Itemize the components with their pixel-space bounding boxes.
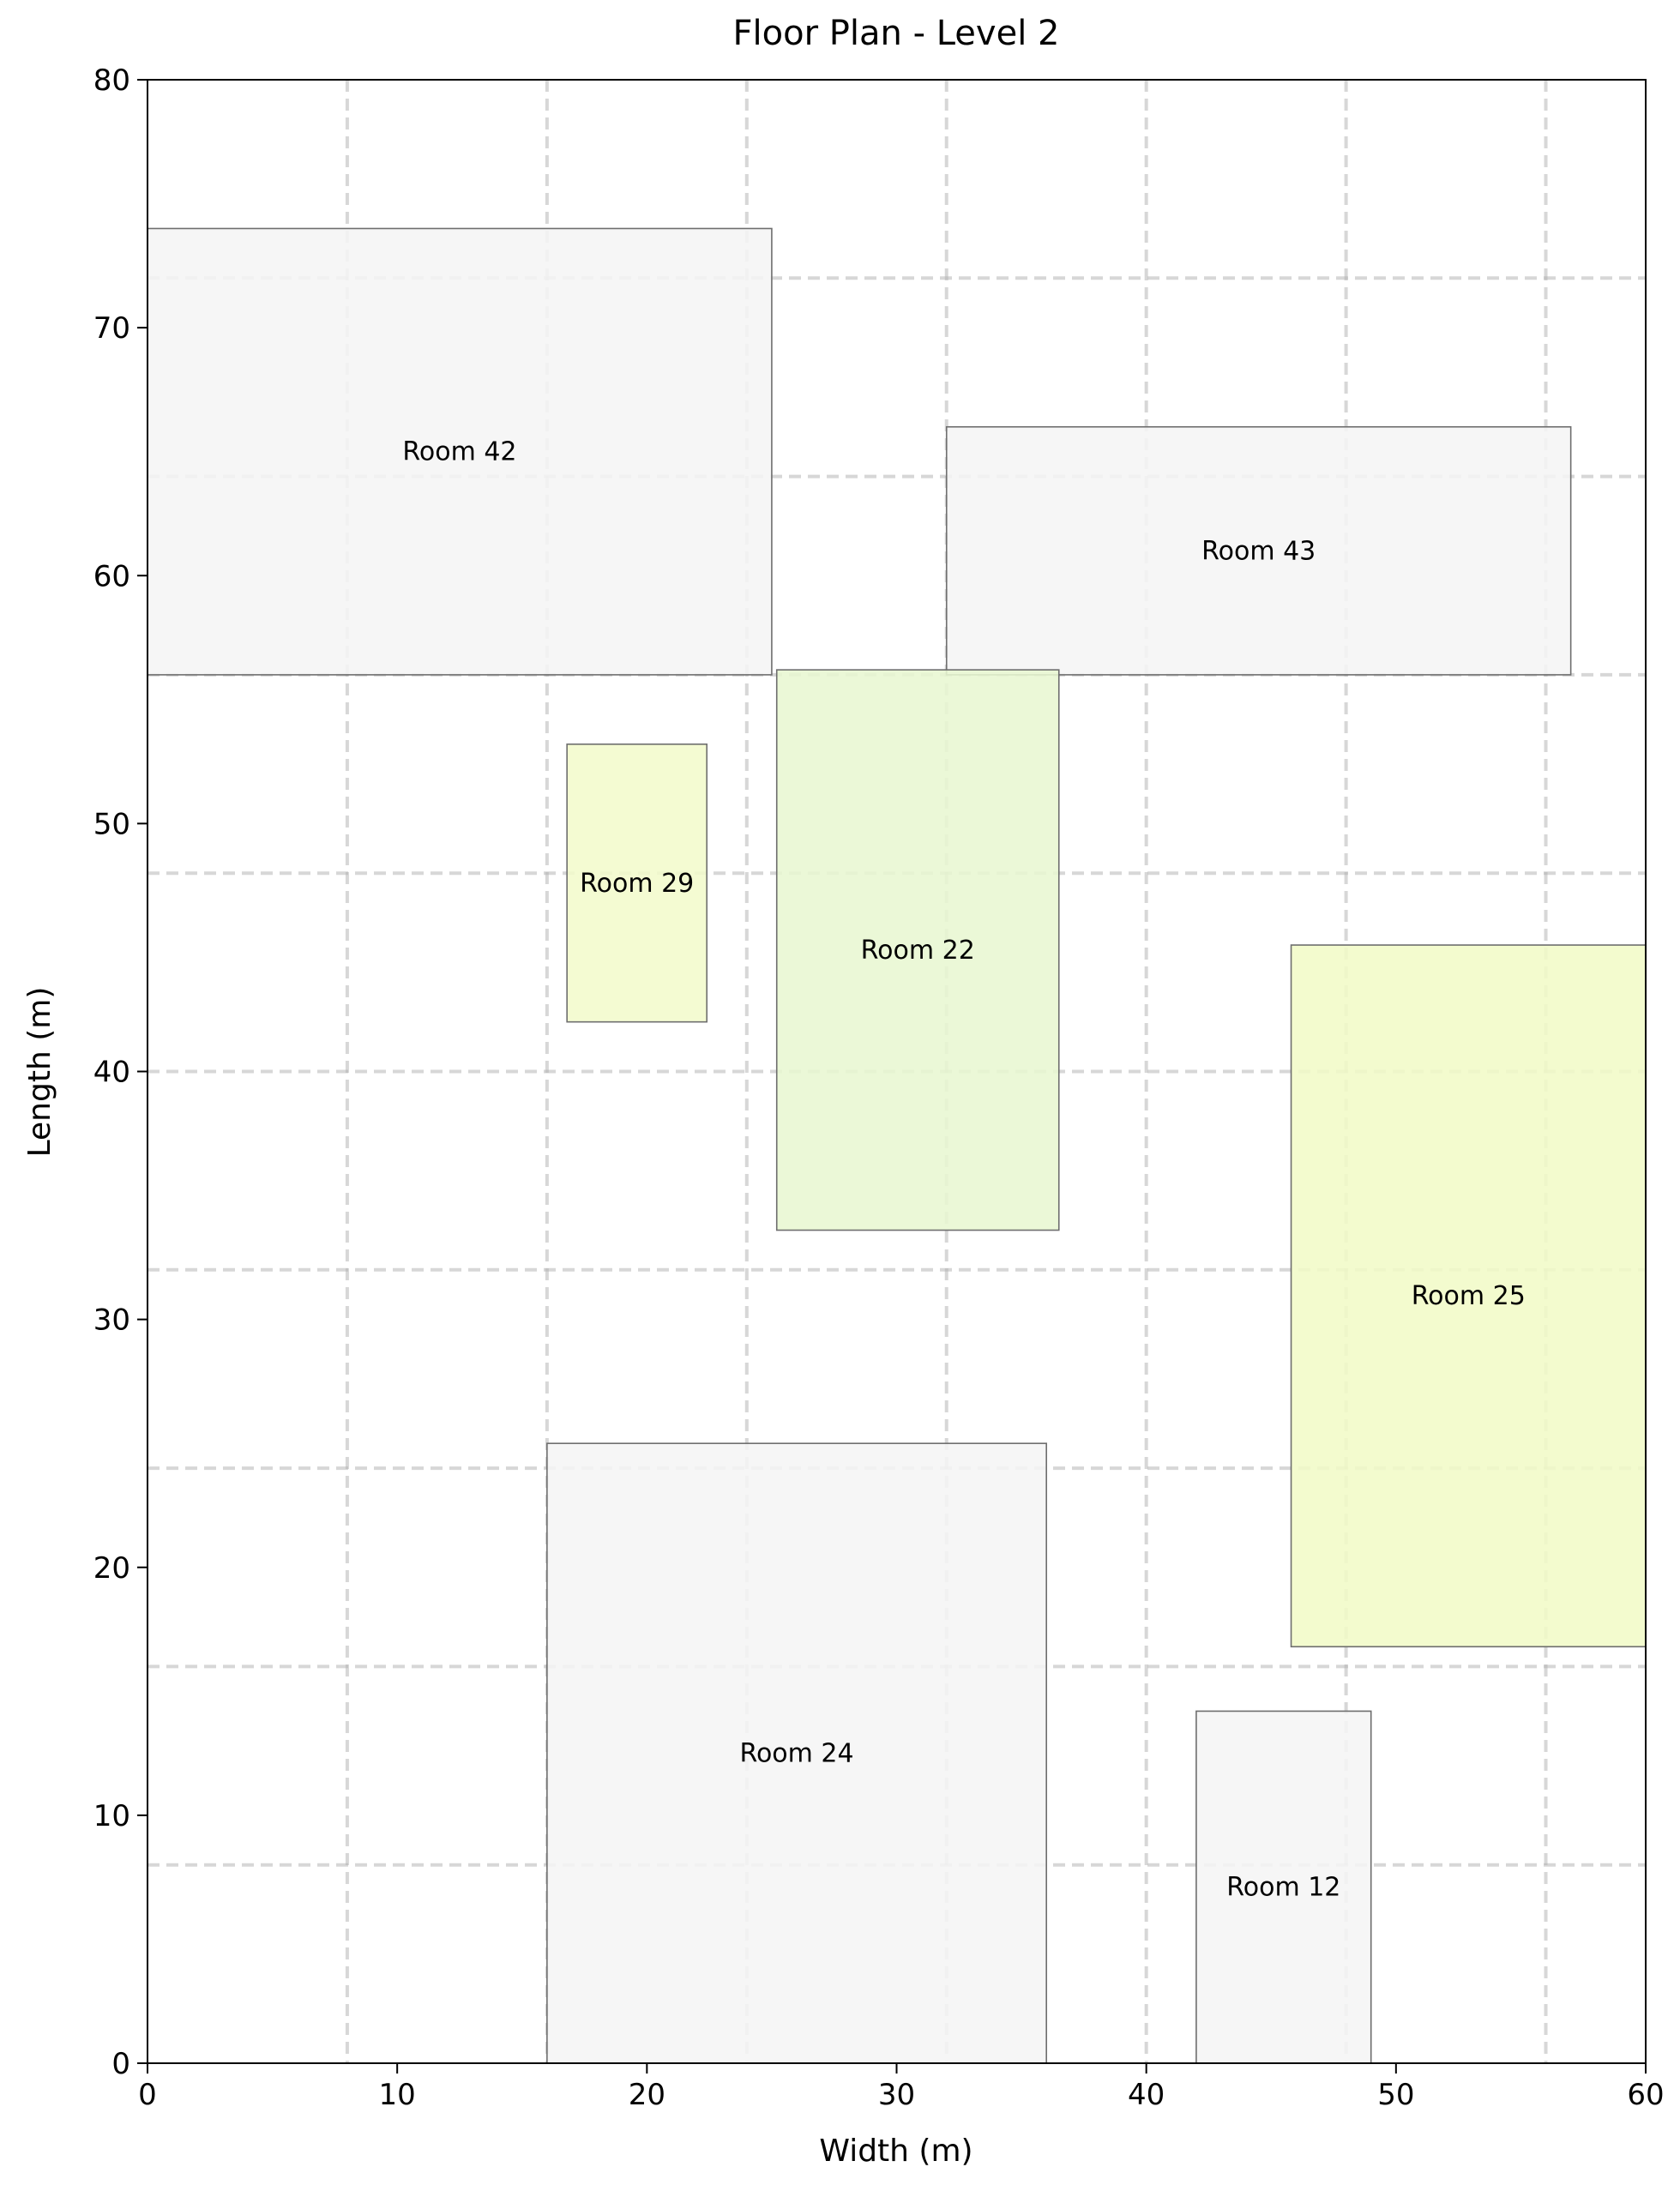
room-label: Room 12 — [1226, 1873, 1340, 1903]
y-tick-label: 30 — [93, 1303, 130, 1338]
room-rect — [1290, 944, 1647, 1648]
room-label: Room 43 — [1201, 536, 1316, 566]
y-tick-label: 40 — [93, 1056, 130, 1090]
y-tick-label: 50 — [93, 807, 130, 841]
chart-title: Floor Plan - Level 2 — [733, 14, 1060, 53]
x-tick-label: 20 — [629, 2078, 665, 2112]
x-tick-label: 0 — [138, 2078, 157, 2112]
room-rect — [147, 227, 773, 676]
room-rect — [775, 669, 1060, 1231]
room-rect — [566, 743, 708, 1023]
y-axis-label: Length (m) — [22, 987, 57, 1158]
y-tick-label: 0 — [111, 2047, 130, 2081]
y-tick-label: 70 — [93, 311, 130, 346]
y-tick-label: 80 — [93, 63, 130, 98]
axis-ticks: 0 10 20 30 40 50 60 0 10 20 30 40 50 60 70 80 — [93, 63, 1665, 2112]
room-rect — [945, 425, 1572, 676]
y-tick-label: 20 — [93, 1551, 130, 1586]
x-tick-label: 50 — [1377, 2078, 1414, 2112]
room-label: Room 25 — [1412, 1281, 1526, 1311]
x-tick-label: 60 — [1627, 2078, 1664, 2112]
room-label: Room 29 — [580, 869, 694, 899]
x-tick-label: 10 — [379, 2078, 416, 2112]
room-rect — [1195, 1710, 1372, 2064]
room-label: Room 42 — [402, 437, 516, 467]
y-tick-label: 10 — [93, 1799, 130, 1833]
rooms: Room 42 Room 43 Room 29 Room 22 Room 25 Room … — [147, 227, 1647, 2064]
room-label: Room 22 — [861, 936, 975, 966]
y-tick-label: 60 — [93, 559, 130, 593]
x-tick-label: 40 — [1128, 2078, 1165, 2112]
x-axis-label: Width (m) — [819, 2134, 972, 2169]
room-label: Room 24 — [739, 1739, 853, 1769]
x-tick-label: 30 — [878, 2078, 915, 2112]
